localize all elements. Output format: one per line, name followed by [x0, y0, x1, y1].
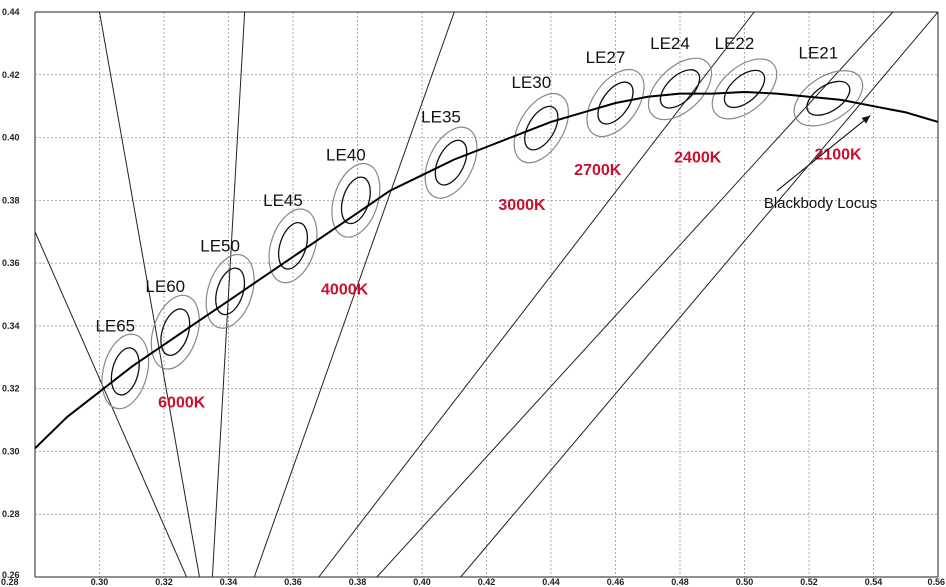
ellipse-outer: [711, 58, 778, 120]
annotation-arrow-head: [861, 115, 871, 124]
ellipse-group: [793, 70, 864, 127]
ellipse-label: LE22: [715, 34, 755, 53]
cct-label: 2400K: [674, 150, 722, 167]
grid: [34, 11, 939, 578]
y-tick-label: 0.28: [2, 509, 20, 519]
ellipse-group: [331, 162, 381, 238]
ellipse-group: [513, 92, 570, 164]
ellipse-label: LE21: [798, 43, 838, 62]
ellipse-outer: [586, 69, 645, 138]
ellipse-inner: [597, 81, 634, 125]
x-tick-label: 0.44: [542, 577, 560, 587]
x-tick-label: 0.48: [671, 577, 689, 587]
y-tick-label: 0.36: [2, 258, 20, 268]
ellipse-outer: [513, 92, 570, 164]
ellipse-group: [647, 57, 713, 121]
ellipse-outer: [205, 253, 255, 329]
ellipse-inner: [215, 267, 246, 316]
cct-label: 3000K: [498, 197, 546, 214]
x-tick-label: 0.32: [155, 577, 173, 587]
ellipse-outer: [647, 57, 713, 121]
labels: LE65 LE60 LE50 LE45 LE40 LE35 LE30 LE27 LE24 LE22…: [95, 34, 877, 412]
x-tick-label: 0.36: [284, 577, 302, 587]
isotherm-line: [99, 12, 200, 577]
isotherm-line: [35, 231, 188, 577]
ellipse-label: LE50: [200, 236, 240, 255]
x-tick-label: 0.54: [865, 577, 883, 587]
ellipse-inner: [277, 221, 309, 270]
x-tick-label: 0.56: [927, 577, 945, 587]
y-tick-label: 0.32: [2, 384, 20, 394]
cct-label: 2700K: [574, 162, 622, 179]
isotherm-line: [460, 12, 938, 577]
ellipse-group: [205, 253, 255, 329]
tick-labels: 0.28 0.30 0.32 0.34 0.36 0.38 0.40 0.42 0.44 0.46…: [1, 7, 945, 587]
ellipse-label: LE60: [145, 277, 185, 296]
ellipse-label: LE65: [95, 316, 135, 335]
x-tick-label: 0.28: [1, 577, 19, 587]
cct-label: 6000K: [158, 395, 206, 412]
blackbody-locus-line: [34, 90, 939, 450]
x-tick-label: 0.46: [607, 577, 625, 587]
ellipse-group: [101, 333, 150, 410]
ellipse-outer: [101, 333, 150, 410]
ellipse-group: [150, 294, 200, 370]
y-tick-label: 0.44: [2, 7, 20, 17]
ellipse-label: LE30: [511, 73, 551, 92]
ellipse-outer: [268, 208, 318, 284]
ellipse-outer: [424, 126, 478, 199]
ellipse-label: LE35: [421, 108, 461, 127]
ellipse-outer: [793, 70, 864, 127]
x-tick-label: 0.52: [800, 577, 818, 587]
x-tick-label: 0.42: [478, 577, 496, 587]
ellipse-group: [711, 58, 778, 120]
ellipse-inner: [524, 105, 559, 151]
ellipse-inner: [806, 80, 851, 116]
x-tick-label: 0.40: [413, 577, 431, 587]
x-tick-label: 0.34: [220, 577, 238, 587]
ellipse-group: [424, 126, 478, 199]
y-tick-label: 0.38: [2, 195, 20, 205]
ellipse-group: [268, 208, 318, 284]
ellipse-label: LE24: [650, 34, 690, 53]
x-tick-label: 0.38: [349, 577, 367, 587]
ellipse-group: [586, 69, 645, 138]
y-tick-label: 0.40: [2, 133, 20, 143]
x-tick-label: 0.50: [736, 577, 754, 587]
blackbody-locus-label: Blackbody Locus: [764, 195, 877, 212]
isotherm-line: [318, 12, 755, 577]
ellipse-outer: [150, 294, 200, 370]
annotation-arrow-shaft: [776, 115, 871, 192]
isotherm-line: [211, 12, 246, 577]
ellipse-inner: [659, 69, 701, 109]
ellipse-inner: [340, 176, 371, 225]
ellipse-inner: [110, 347, 140, 396]
blackbody-locus-layer: [34, 90, 939, 450]
ellipse-outer: [331, 162, 381, 238]
ellipse-inner: [723, 69, 766, 109]
y-tick-label: 0.26: [2, 570, 20, 580]
macadam-ellipses: [101, 57, 864, 410]
y-tick-label: 0.30: [2, 446, 20, 456]
cct-label: 4000K: [321, 282, 369, 299]
y-tick-label: 0.34: [2, 321, 20, 331]
ellipse-label: LE27: [586, 48, 626, 67]
ellipse-label: LE45: [263, 191, 303, 210]
y-tick-label: 0.42: [2, 70, 20, 80]
isotherm-line: [253, 12, 455, 577]
ellipse-inner: [434, 139, 468, 186]
ellipse-inner: [160, 308, 191, 357]
ellipse-label: LE40: [326, 145, 366, 164]
x-tick-label: 0.30: [91, 577, 109, 587]
